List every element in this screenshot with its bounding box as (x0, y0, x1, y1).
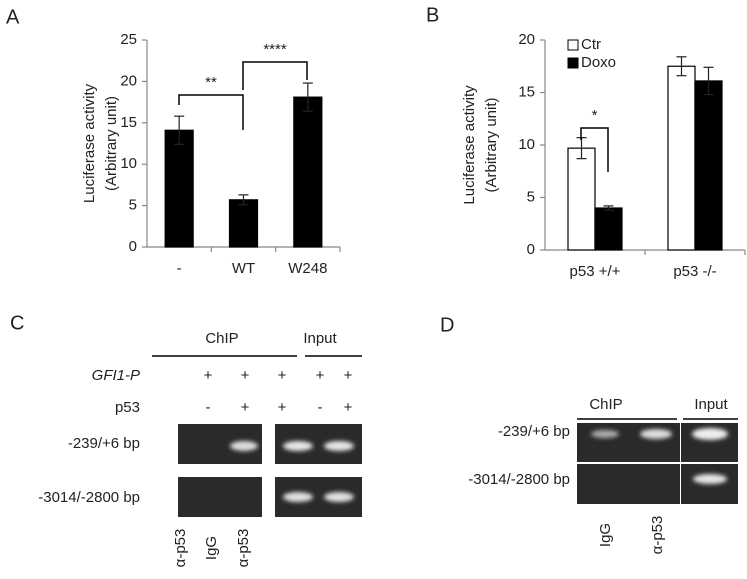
error-bar (238, 194, 249, 206)
gel (178, 424, 362, 517)
bracket (178, 94, 244, 130)
cell: - (206, 399, 211, 416)
gel-lane-box (577, 423, 680, 462)
row-label: GFI1-P (92, 367, 140, 384)
y-tick-label: 15 (518, 83, 535, 100)
legend-label: Doxo (581, 54, 616, 71)
bar (594, 207, 623, 251)
header: Input (303, 330, 337, 347)
band (283, 492, 313, 502)
panel-letter: A (6, 6, 20, 28)
lane-label: IgG (203, 536, 220, 560)
header: Input (694, 396, 728, 413)
error-bar (174, 115, 185, 145)
y-tick-label: 5 (129, 197, 137, 214)
annotation: * (592, 107, 598, 124)
row-label: p53 (115, 399, 140, 416)
gel (577, 423, 738, 504)
y-tick-label: 10 (518, 136, 535, 153)
bar (164, 129, 194, 248)
cell: + (241, 399, 250, 416)
panel-letter: C (10, 312, 24, 334)
band (692, 428, 728, 440)
y-axis-label: Luciferase activity (461, 85, 478, 205)
gel-lane-box (681, 464, 738, 504)
cell: + (278, 399, 287, 416)
y-tick-label: 0 (527, 241, 535, 258)
lane-label: α-p53 (235, 529, 252, 568)
y-tick-label: 10 (120, 155, 137, 172)
x-tick-label: W248 (288, 260, 327, 277)
cells: + + + + + - + + - + (204, 367, 353, 416)
panel-letter: D (440, 314, 454, 336)
y-axis-label: (Arbitrary unit) (483, 97, 500, 192)
legend-swatch (567, 39, 579, 51)
header: ChIP (589, 396, 622, 413)
bar (293, 96, 323, 248)
cell: + (241, 367, 250, 384)
cell: + (204, 367, 213, 384)
band (283, 441, 313, 451)
gel-lane-box (577, 464, 680, 504)
bar (667, 65, 696, 251)
x-tick-label: WT (232, 260, 255, 277)
band (324, 492, 354, 502)
lane-label: IgG (597, 523, 614, 547)
error-bar (603, 205, 614, 211)
panel-letter: B (426, 4, 439, 26)
x-tick-label: p53 +/+ (570, 263, 621, 280)
cell: + (344, 367, 353, 384)
cell: + (344, 399, 353, 416)
error-bar (676, 56, 687, 77)
x-tick-label: - (177, 260, 182, 277)
legend-label: Ctr (581, 36, 601, 53)
bar (694, 80, 723, 251)
row-label: -3014/-2800 bp (468, 471, 570, 488)
row-label: -239/+6 bp (498, 423, 570, 440)
y-tick-label: 15 (120, 114, 137, 131)
annotation: ** (205, 74, 217, 91)
band (693, 474, 727, 484)
cell: + (278, 367, 287, 384)
cell: + (316, 367, 325, 384)
lane-label: α-p53 (649, 516, 666, 555)
error-bar (703, 66, 714, 96)
y-tick-label: 0 (129, 238, 137, 255)
band (324, 441, 354, 451)
row-label: -3014/-2800 bp (38, 489, 140, 506)
y-tick-label: 20 (120, 72, 137, 89)
row-label: -239/+6 bp (68, 435, 140, 452)
band (591, 430, 619, 438)
band (230, 441, 258, 451)
x-tick-label: p53 -/- (673, 263, 716, 280)
gel-lane-box (178, 477, 262, 517)
cell: - (318, 399, 323, 416)
bracket (242, 61, 308, 90)
annotation: **** (263, 41, 287, 58)
band (640, 429, 672, 439)
bar (228, 199, 259, 248)
bar (567, 147, 596, 251)
lane-label: α-p53 (172, 529, 189, 568)
bracket (580, 127, 609, 172)
y-tick-label: 20 (518, 31, 535, 48)
y-axis-label: Luciferase activity (81, 83, 98, 203)
y-axis-label: (Arbitrary unit) (103, 96, 120, 191)
error-bar (302, 82, 313, 112)
y-tick-label: 5 (527, 188, 535, 205)
y-tick-label: 25 (120, 31, 137, 48)
header: ChIP (205, 330, 238, 347)
legend-swatch (567, 57, 579, 69)
